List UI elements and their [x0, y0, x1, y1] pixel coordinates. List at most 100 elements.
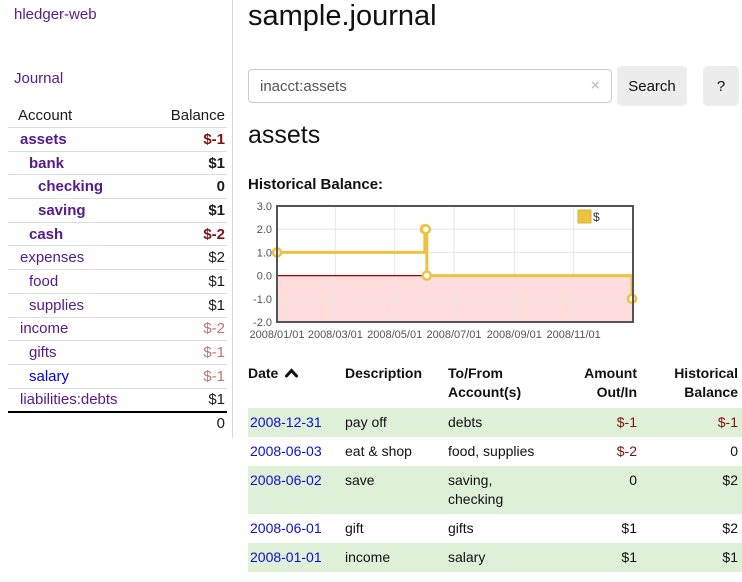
search-input[interactable]	[248, 69, 612, 103]
account-row: food $1	[8, 269, 227, 293]
register-header-row: Date Description To/From Account(s) Amou…	[248, 360, 742, 408]
account-row: bank $1	[8, 150, 227, 175]
account-link-gifts[interactable]: gifts	[29, 344, 57, 362]
account-balance: $1	[208, 391, 225, 409]
data-point-marker	[421, 270, 433, 281]
account-link-salary[interactable]: salary	[29, 367, 70, 385]
transaction-row: 2008-06-01 gift gifts $1 $2	[248, 514, 742, 543]
transaction-row: 2008-06-02 save saving, checking 0 $2	[248, 466, 742, 514]
transaction-date-link[interactable]: 2008-06-01	[250, 520, 322, 536]
transaction-date-link[interactable]: 2008-01-01	[250, 549, 322, 565]
transaction-amount: $1	[621, 520, 637, 536]
account-balance: $2	[208, 249, 225, 267]
y-axis-tick-label: 2.0	[257, 224, 272, 236]
account-row: checking 0	[8, 174, 227, 198]
account-link-saving[interactable]: saving	[38, 201, 86, 219]
transaction-description: income	[345, 549, 391, 565]
plot-border	[276, 205, 634, 323]
sidebar: hledger-web Journal Account Balance asse…	[0, 0, 233, 438]
transaction-amount: $-2	[616, 443, 637, 459]
transaction-date-link[interactable]: 2008-12-31	[250, 414, 322, 430]
sort-ascending-icon	[285, 368, 299, 378]
account-link-bank[interactable]: bank	[29, 154, 65, 172]
amount-column-header: Amount Out/In	[584, 365, 637, 400]
account-balance: $-1	[203, 344, 225, 362]
brand-link[interactable]: hledger-web	[14, 6, 97, 23]
accounts-total-value: 0	[216, 415, 225, 433]
account-balance: $-1	[203, 367, 225, 385]
chart-label: Historical Balance:	[248, 176, 384, 193]
transaction-amount: 0	[629, 472, 637, 488]
y-axis-tick-label: -1.0	[253, 294, 272, 306]
account-column-header: Account	[18, 106, 73, 124]
account-link-supplies[interactable]: supplies	[29, 296, 85, 314]
account-balance: $1	[208, 201, 225, 219]
legend-label: $	[593, 210, 600, 224]
date-column-header[interactable]: Date	[248, 360, 345, 408]
x-axis-tick-label: 2008/03/01	[308, 329, 363, 341]
account-link-cash[interactable]: cash	[29, 225, 64, 243]
transaction-amount: $-1	[616, 414, 637, 430]
account-row: saving $1	[8, 198, 227, 222]
account-link-assets[interactable]: assets	[20, 130, 67, 148]
account-title: assets	[248, 121, 321, 149]
x-axis-tick-label: 2008/01/01	[249, 329, 304, 341]
accounts-total-row: 0	[8, 411, 227, 434]
account-link-expenses[interactable]: expenses	[20, 249, 85, 267]
account-row: cash $-2	[8, 221, 227, 246]
account-balance: $1	[208, 272, 225, 290]
account-row: expenses $2	[8, 245, 227, 269]
transaction-accounts: salary	[448, 549, 486, 565]
transaction-accounts: saving, checking	[448, 472, 504, 507]
transaction-row: 2008-12-31 pay off debts $-1 $-1	[248, 408, 742, 437]
main-content: sample.journal × Search ? assets Histori…	[248, 0, 742, 582]
account-row: assets $-1	[8, 127, 227, 151]
transaction-balance: $2	[722, 472, 738, 488]
data-point-marker	[420, 223, 432, 235]
y-axis-tick-label: -2.0	[253, 317, 272, 329]
transaction-balance: $-1	[717, 414, 738, 430]
x-axis-tick-label: 2008/05/01	[367, 329, 422, 341]
account-link-liabilities-debts[interactable]: liabilities:debts	[20, 391, 118, 409]
clear-search-icon[interactable]: ×	[591, 77, 600, 94]
account-row: gifts $-1	[8, 340, 227, 364]
account-link-food[interactable]: food	[29, 272, 59, 290]
account-link-checking[interactable]: checking	[38, 178, 104, 196]
legend-swatch	[577, 209, 592, 224]
transaction-date-link[interactable]: 2008-06-02	[250, 472, 322, 488]
account-balance: $1	[208, 154, 225, 172]
y-axis-tick-label: 1.0	[257, 247, 272, 259]
account-balance: 0	[216, 178, 225, 196]
account-row: salary $-1	[8, 363, 227, 388]
account-balance: $-2	[203, 225, 225, 243]
account-row: supplies $1	[8, 292, 227, 317]
description-column-header: Description	[345, 365, 423, 381]
balance-column-header: Balance	[170, 106, 225, 124]
search-button[interactable]: Search	[617, 66, 687, 106]
transaction-amount: $1	[621, 549, 637, 565]
accounts-table-header: Account Balance	[8, 103, 227, 127]
account-balance: $-1	[203, 130, 225, 148]
account-balance: $-2	[203, 320, 225, 338]
transaction-accounts: debts	[448, 414, 483, 430]
y-axis-tick-label: 0.0	[257, 271, 272, 283]
sidebar-item-journal[interactable]: Journal	[14, 70, 64, 87]
accounts-table: Account Balance assets $-1 bank $1 checking 0…	[8, 103, 227, 434]
transaction-row: 2008-01-01 income salary $1 $1	[248, 543, 742, 572]
transaction-balance: 0	[730, 443, 738, 459]
transaction-date-link[interactable]: 2008-06-03	[250, 443, 322, 459]
x-axis-tick-label: 2008/09/01	[487, 329, 542, 341]
transaction-description: save	[345, 472, 375, 488]
balance-column-header: Historical Balance	[674, 365, 738, 400]
register-table: Date Description To/From Account(s) Amou…	[248, 360, 742, 572]
transaction-balance: $2	[722, 520, 738, 536]
transaction-accounts: gifts	[448, 520, 474, 536]
account-row: liabilities:debts $1	[8, 387, 227, 412]
account-row: income $-2	[8, 316, 227, 341]
account-balance: $1	[208, 296, 225, 314]
account-link-income[interactable]: income	[20, 320, 69, 338]
help-button[interactable]: ?	[703, 66, 739, 106]
transaction-balance: $1	[722, 549, 738, 565]
x-axis-tick-label: 2008/11/01	[547, 329, 601, 341]
